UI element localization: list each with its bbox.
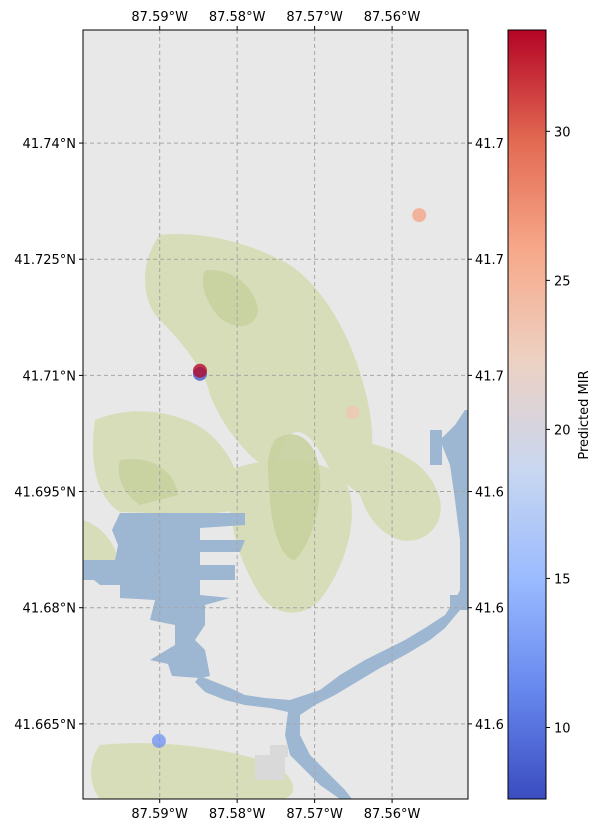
map-area [83,30,468,799]
colorbar-ticks: 10 15 20 25 30 [546,125,571,736]
data-point [345,405,360,420]
x-top-tick-label: 87.59°W [131,10,188,25]
y-axis-right-ticks: 41.7 41.7 41.7 41.6 41.6 41.6 [468,137,504,733]
x-bottom-tick-label: 87.56°W [364,807,421,822]
x-top-tick-label: 87.57°W [286,10,343,25]
y-right-tick-label: 41.7 [475,253,504,268]
x-top-tick-label: 87.56°W [364,10,421,25]
x-bottom-tick-label: 87.59°W [131,807,188,822]
y-left-tick-label: 41.695°N [14,486,76,501]
gridlines [83,30,468,799]
x-bottom-tick-label: 87.58°W [209,807,266,822]
data-point [192,363,207,378]
y-right-tick-label: 41.6 [475,602,504,617]
y-left-tick-label: 41.725°N [14,253,76,268]
y-right-tick-label: 41.7 [475,369,504,384]
colorbar-label: Predicted MIR [577,370,592,459]
data-point [151,733,166,748]
y-axis-left-ticks: 41.74°N 41.725°N 41.71°N 41.695°N 41.68°N 41.… [14,137,83,733]
y-left-tick-label: 41.68°N [23,602,76,617]
colorbar-tick-label: 20 [554,423,571,438]
x-axis-bottom-ticks: 87.59°W 87.58°W 87.57°W 87.56°W [131,799,421,822]
colorbar-tick-label: 25 [554,274,571,289]
water-layer [83,410,468,799]
map-frame [82,29,469,800]
y-left-tick-label: 41.71°N [23,369,76,384]
y-left-tick-label: 41.665°N [14,718,76,733]
x-axis-top-ticks: 87.59°W 87.58°W 87.57°W 87.56°W [131,10,421,30]
y-left-tick-label: 41.74°N [23,137,76,152]
x-bottom-tick-label: 87.57°W [286,807,343,822]
y-right-tick-label: 41.7 [475,137,504,152]
vegetation-core [118,269,321,560]
colorbar-tick-label: 30 [554,125,571,140]
colorbar-tick-label: 10 [554,721,571,736]
data-point [412,208,427,223]
colorbar-tick-label: 15 [554,572,571,587]
urban-patch [255,745,288,780]
x-top-tick-label: 87.58°W [209,10,266,25]
y-right-tick-label: 41.6 [475,486,504,501]
data-points [151,208,427,748]
colorbar: 10 15 20 25 30 Predicted MIR [507,29,592,800]
colorbar-gradient [507,29,547,800]
y-right-tick-label: 41.6 [475,718,504,733]
